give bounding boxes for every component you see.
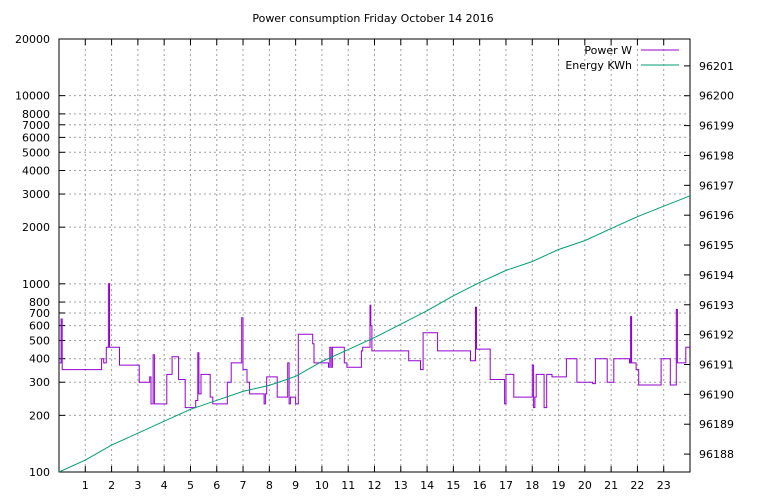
x-tick-label: 9 xyxy=(292,479,299,492)
y-tick-label-left: 7000 xyxy=(22,119,50,132)
x-tick-label: 3 xyxy=(134,479,141,492)
x-tick-label: 4 xyxy=(161,479,168,492)
y-tick-label-left: 1000 xyxy=(22,278,50,291)
x-tick-label: 15 xyxy=(446,479,460,492)
x-axis: 1 2 3 4 5 6 7 8 9 10 11 12 13 14 15 16 17 18 19 20 21 22 23 xyxy=(82,39,671,492)
y-tick-label-right: 96194 xyxy=(699,269,734,282)
x-tick-label: 22 xyxy=(630,479,644,492)
chart-title: Power consumption Friday October 14 2016 xyxy=(252,12,493,25)
y-tick-label-right: 96188 xyxy=(699,448,734,461)
y-tick-label-right: 96200 xyxy=(699,90,734,103)
x-tick-label: 19 xyxy=(552,479,566,492)
x-tick-label: 7 xyxy=(240,479,247,492)
legend-label-power: Power W xyxy=(584,44,632,57)
legend: Power W Energy KWh xyxy=(565,44,679,72)
x-tick-label: 10 xyxy=(315,479,329,492)
x-tick-label: 2 xyxy=(108,479,115,492)
y-tick-label-right: 96196 xyxy=(699,209,734,222)
y-tick-label-left: 5000 xyxy=(22,146,50,159)
y-tick-label-left: 100 xyxy=(29,466,50,479)
y-tick-label-left: 400 xyxy=(29,353,50,366)
grid xyxy=(59,39,690,472)
x-tick-label: 5 xyxy=(187,479,194,492)
y-tick-label-left: 4000 xyxy=(22,165,50,178)
y-tick-label-left: 600 xyxy=(29,320,50,333)
x-tick-label: 12 xyxy=(368,479,382,492)
y-tick-label-left: 20000 xyxy=(15,33,50,46)
y-tick-label-right: 96199 xyxy=(699,120,734,133)
x-tick-label: 11 xyxy=(341,479,355,492)
x-tick-label: 23 xyxy=(657,479,671,492)
y-tick-label-right: 96189 xyxy=(699,418,734,431)
y-tick-label-right: 96192 xyxy=(699,329,734,342)
y-tick-label-left: 200 xyxy=(29,409,50,422)
x-tick-label: 18 xyxy=(525,479,539,492)
y-tick-label-right: 96190 xyxy=(699,388,734,401)
y-axis-right: 96188 96189 96190 96191 96192 96193 96194 96195… xyxy=(684,60,734,461)
y-tick-label-left: 6000 xyxy=(22,131,50,144)
y-tick-label-left: 2000 xyxy=(22,221,50,234)
y-tick-label-left: 700 xyxy=(29,307,50,320)
y-tick-label-right: 96193 xyxy=(699,299,734,312)
y-tick-label-right: 96201 xyxy=(699,60,734,73)
x-tick-label: 21 xyxy=(604,479,618,492)
legend-label-energy: Energy KWh xyxy=(565,59,632,72)
y-tick-label-right: 96195 xyxy=(699,239,734,252)
series-line-energy xyxy=(58,195,691,473)
x-tick-label: 20 xyxy=(578,479,592,492)
y-tick-label-left: 300 xyxy=(29,376,50,389)
x-tick-label: 14 xyxy=(420,479,434,492)
x-tick-label: 13 xyxy=(394,479,408,492)
y-tick-label-left: 8000 xyxy=(22,108,50,121)
y-tick-label-right: 96198 xyxy=(699,149,734,162)
x-tick-label: 16 xyxy=(473,479,487,492)
y-tick-label-left: 500 xyxy=(29,334,50,347)
x-tick-label: 8 xyxy=(266,479,273,492)
y-tick-label-left: 10000 xyxy=(15,90,50,103)
y-tick-label-right: 96191 xyxy=(699,358,734,371)
x-tick-label: 6 xyxy=(213,479,220,492)
y-tick-label-left: 800 xyxy=(29,296,50,309)
series-lines xyxy=(58,195,691,473)
y-tick-label-left: 3000 xyxy=(22,188,50,201)
y-tick-label-right: 96197 xyxy=(699,179,734,192)
x-tick-label: 17 xyxy=(499,479,513,492)
series-line-power xyxy=(59,283,690,409)
x-tick-label: 1 xyxy=(82,479,89,492)
